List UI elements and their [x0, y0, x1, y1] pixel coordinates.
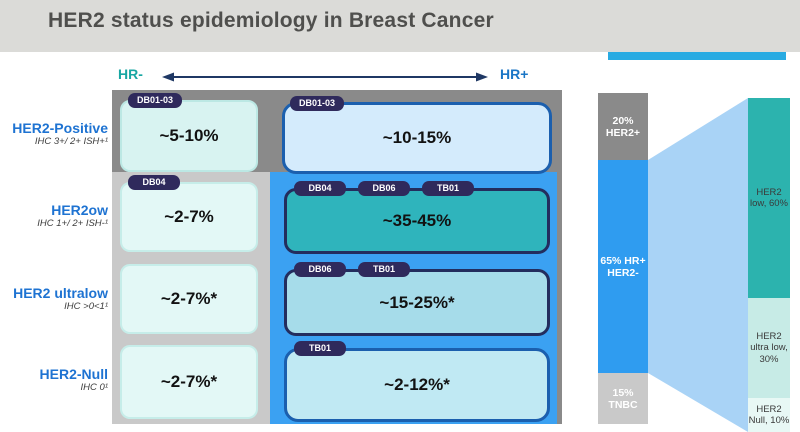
- trial-badge: DB04: [294, 181, 346, 196]
- trial-badge: DB04: [128, 175, 180, 190]
- segment-her2-null: HER2 Null, 10%: [748, 398, 790, 432]
- hr-negative-label: HR-: [118, 66, 143, 82]
- cell-her2-null-hr-negative: ~2-7%*: [120, 345, 258, 419]
- segment-her2-ultralow: HER2 ultra low, 30%: [748, 298, 790, 398]
- cell-her2-low-hr-negative: ~2-7%: [120, 182, 258, 252]
- header-band: [0, 0, 800, 52]
- trial-badge: DB01-03: [128, 93, 183, 108]
- cell-her2-positive-hr-positive: ~10-15%: [282, 102, 552, 174]
- hr-positive-label: HR+: [500, 66, 529, 82]
- segment-label: HER2 low, 60%: [749, 186, 789, 210]
- segment-label: 15% TNBC: [608, 386, 638, 411]
- trial-badge: TB01: [294, 341, 346, 356]
- row-criteria: IHC 3+/ 2+ ISH+¹: [34, 136, 108, 147]
- row-criteria: IHC 0¹: [80, 382, 108, 393]
- segment-hr-positive-her2-negative: 65% HR+ HER2-: [598, 160, 648, 373]
- segment-label: HER2 ultra low, 30%: [750, 330, 788, 365]
- link-band: [648, 98, 748, 432]
- segment-label: 20% HER2+: [605, 114, 641, 139]
- cell-her2-positive-hr-negative: ~5-10%: [120, 100, 258, 172]
- segment-label: HER2 Null, 10%: [748, 403, 790, 427]
- accent-bar: [608, 52, 786, 60]
- cell-her2-low-hr-positive: ~35-45%: [284, 188, 550, 254]
- trial-badge: TB01: [422, 181, 474, 196]
- segment-tnbc: 15% TNBC: [598, 373, 648, 424]
- double-arrow-icon: [162, 70, 488, 82]
- trial-badge: DB01-03: [290, 96, 345, 111]
- cell-value: ~15-25%*: [379, 292, 455, 312]
- page-title: HER2 status epidemiology in Breast Cance…: [48, 9, 494, 32]
- row-criteria: IHC 1+/ 2+ ISH-¹: [37, 218, 108, 229]
- row-label-her2-low: HER2ow IHC 1+/ 2+ ISH-¹: [0, 202, 108, 230]
- cell-value: ~2-7%*: [160, 289, 218, 308]
- trial-badge: DB06: [358, 181, 410, 196]
- cell-her2-ultralow-hr-positive: ~15-25%*: [284, 269, 550, 336]
- trial-badge: TB01: [358, 262, 410, 277]
- her2-distribution-chart: 20% HER2+ 65% HR+ HER2- 15% TNBC HER2 lo…: [590, 85, 800, 432]
- row-label-her2-ultralow: HER2 ultralow IHC >0<1¹: [0, 285, 108, 313]
- segment-her2-low: HER2 low, 60%: [748, 98, 790, 298]
- prevalence-matrix: ~5-10% ~10-15% ~2-7% ~35-45% ~2-7%* ~15-…: [112, 90, 562, 424]
- row-name: HER2 ultralow: [13, 285, 108, 301]
- cell-her2-ultralow-hr-negative: ~2-7%*: [120, 264, 258, 334]
- row-criteria: IHC >0<1¹: [64, 301, 108, 312]
- segment-label: 65% HR+ HER2-: [600, 254, 646, 279]
- cell-value: ~5-10%: [159, 126, 219, 145]
- row-name: HER2-Positive: [12, 120, 108, 136]
- cell-value: ~2-7%*: [160, 372, 218, 391]
- cell-her2-null-hr-positive: ~2-12%*: [284, 348, 550, 422]
- trial-badge: DB06: [294, 262, 346, 277]
- cell-value: ~35-45%: [382, 211, 452, 230]
- stacked-bar-all-breast-cancer: 20% HER2+ 65% HR+ HER2- 15% TNBC: [598, 93, 648, 424]
- row-label-her2-positive: HER2-Positive IHC 3+/ 2+ ISH+¹: [0, 120, 108, 148]
- cell-value: ~2-12%*: [384, 375, 450, 394]
- row-name: HER2-Null: [39, 366, 108, 382]
- cell-value: ~10-15%: [382, 128, 452, 147]
- row-name: HER2ow: [51, 202, 108, 218]
- cell-value: ~2-7%: [164, 207, 214, 226]
- stacked-bar-her2-negative-breakdown: HER2 low, 60% HER2 ultra low, 30% HER2 N…: [748, 98, 790, 432]
- row-label-her2-null: HER2-Null IHC 0¹: [0, 366, 108, 394]
- segment-her2-positive: 20% HER2+: [598, 93, 648, 160]
